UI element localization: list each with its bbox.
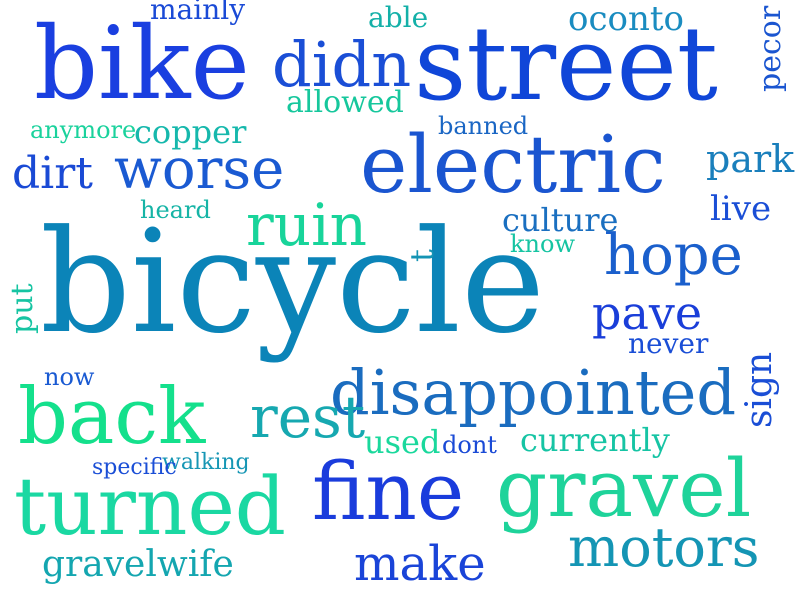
word-put: t bbox=[403, 249, 441, 262]
word-hope: hope bbox=[604, 223, 743, 288]
word-rest: know bbox=[510, 230, 575, 258]
word-currently: currently bbox=[520, 421, 670, 459]
word-copper: allowed bbox=[286, 85, 404, 120]
word-know: now bbox=[44, 363, 95, 391]
word-worse: worse bbox=[114, 137, 285, 202]
word-gravelwife: gravelwife bbox=[42, 544, 234, 585]
word-turned: turned bbox=[14, 460, 286, 553]
word-never: dont bbox=[442, 431, 497, 459]
word-now: never bbox=[628, 327, 709, 360]
word-motors: motors bbox=[568, 516, 760, 579]
word-used: live bbox=[710, 189, 772, 229]
word-park: culture bbox=[502, 201, 619, 239]
word-able: used bbox=[364, 423, 441, 461]
word-t: rest bbox=[250, 383, 366, 451]
word-disappointed: disappointed bbox=[330, 356, 737, 429]
word-dirt: dirt bbox=[12, 148, 93, 199]
word-sign: put bbox=[5, 283, 40, 334]
word-gravel: gravel bbox=[496, 442, 752, 535]
word-dont: specific bbox=[92, 455, 177, 480]
word-ruin: ruin bbox=[246, 191, 367, 259]
word-specific: walking bbox=[162, 450, 250, 475]
word-mainly: able bbox=[368, 1, 429, 34]
word-fine: fine bbox=[312, 445, 465, 538]
word-didn: didn bbox=[272, 28, 412, 101]
word-pave: pave bbox=[592, 286, 703, 340]
word-make: make bbox=[354, 536, 486, 592]
word-walking: heard bbox=[140, 196, 211, 224]
word-oconto: sign bbox=[739, 351, 780, 428]
word-culture: copper bbox=[134, 113, 247, 151]
word-street: street bbox=[414, 5, 718, 124]
word-anymore: mainly bbox=[150, 0, 246, 26]
word-heard: banned bbox=[438, 112, 529, 140]
word-allowed: oconto bbox=[568, 0, 685, 39]
word-bicycle: bicycle bbox=[40, 200, 546, 365]
word-live: park bbox=[706, 137, 795, 181]
word-pecor: pecor bbox=[753, 5, 788, 92]
word-electric: electric bbox=[360, 118, 666, 211]
word-bike: bike bbox=[34, 5, 250, 122]
word-banned: anymore bbox=[30, 116, 137, 144]
word-back: back bbox=[18, 372, 206, 462]
